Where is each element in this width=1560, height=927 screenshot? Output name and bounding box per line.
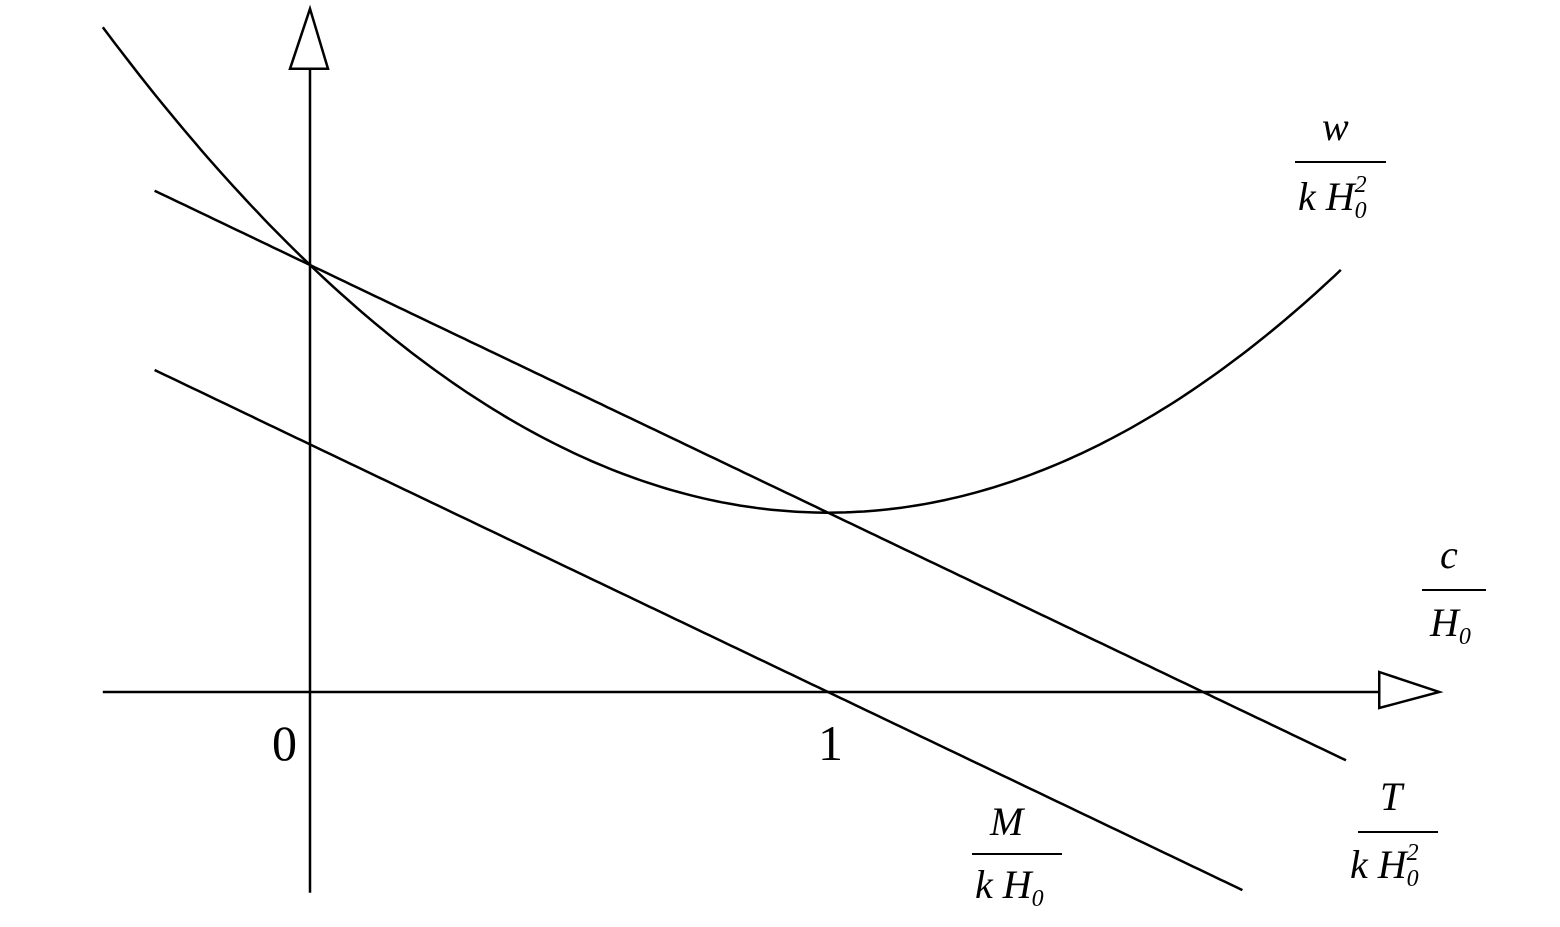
svg-text:k H02: k H02 [1298, 172, 1367, 224]
svg-text:M: M [989, 799, 1026, 844]
m-line-label: M k H0 [972, 799, 1062, 912]
x-axis-arrow [1377, 670, 1444, 710]
y-axis-arrow [288, 4, 330, 71]
svg-text:c: c [1440, 532, 1458, 577]
w-curve-label: w k H02 [1295, 104, 1386, 224]
svg-text:k H0: k H0 [975, 862, 1044, 912]
svg-text:H0: H0 [1429, 600, 1471, 650]
svg-text:w: w [1322, 104, 1349, 149]
svg-text:T: T [1380, 774, 1405, 819]
t-line-label: T k H02 [1350, 774, 1438, 892]
w-series-line [101, 26, 1342, 514]
t-series-line [154, 189, 1347, 762]
x-tick-0: 0 [272, 715, 297, 771]
m-series-line [154, 368, 1243, 892]
x-tick-1: 1 [818, 715, 843, 771]
x-axis-label: c H0 [1422, 532, 1486, 650]
svg-text:k H02: k H02 [1350, 840, 1419, 892]
